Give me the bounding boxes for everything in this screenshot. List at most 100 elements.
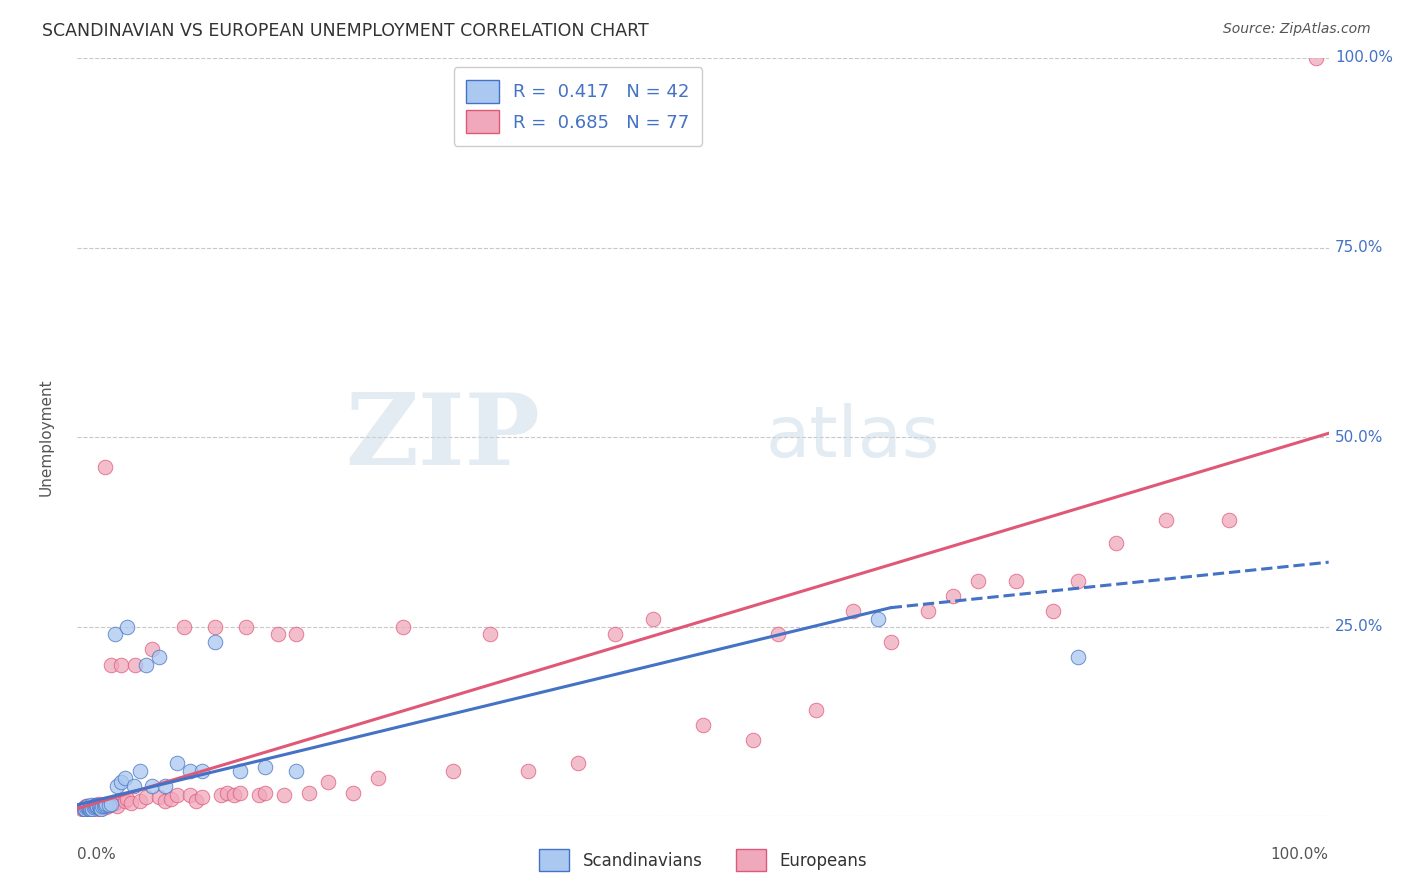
Point [1004, 574, 1026, 589]
Text: ZIP: ZIP [346, 389, 540, 485]
Point [76, 799, 98, 814]
Point [1042, 605, 1064, 619]
Point [742, 733, 765, 747]
Point [141, 779, 163, 793]
Point [87, 797, 110, 811]
Point [222, 788, 245, 802]
Point [86, 800, 108, 814]
Point [72, 802, 94, 816]
Text: 0.0%: 0.0% [77, 847, 117, 862]
Point [83, 798, 105, 813]
Point [122, 779, 145, 793]
Point [93, 799, 115, 814]
Point [253, 760, 276, 774]
Point [479, 627, 502, 641]
Text: 50.0%: 50.0% [1334, 430, 1384, 444]
Legend: Scandinavians, Europeans: Scandinavians, Europeans [531, 841, 875, 880]
Point [79, 800, 101, 814]
Point [247, 788, 270, 802]
Point [1105, 536, 1128, 550]
Point [83, 800, 105, 814]
Point [173, 619, 195, 633]
Point [93, 797, 115, 812]
Point [75, 799, 97, 814]
Point [72, 802, 94, 816]
Point [391, 619, 413, 633]
Point [967, 574, 990, 589]
Point [105, 779, 128, 793]
Point [441, 764, 464, 778]
Point [94, 460, 117, 475]
Point [191, 790, 214, 805]
Text: Source: ZipAtlas.com: Source: ZipAtlas.com [1223, 22, 1371, 37]
Point [692, 718, 714, 732]
Point [1305, 51, 1327, 65]
Point [1154, 513, 1177, 527]
Point [191, 764, 214, 778]
Point [285, 764, 308, 778]
Point [83, 797, 105, 812]
Point [135, 790, 157, 805]
Point [153, 794, 176, 808]
Point [82, 802, 104, 816]
Point [114, 771, 136, 786]
Point [235, 619, 257, 633]
Point [90, 802, 112, 816]
Text: SCANDINAVIAN VS EUROPEAN UNEMPLOYMENT CORRELATION CHART: SCANDINAVIAN VS EUROPEAN UNEMPLOYMENT CO… [42, 22, 650, 40]
Point [97, 797, 120, 812]
Point [110, 657, 132, 672]
Text: 75.0%: 75.0% [1334, 240, 1384, 255]
Point [82, 798, 104, 813]
Point [77, 802, 100, 816]
Point [641, 612, 664, 626]
Legend: R =  0.417   N = 42, R =  0.685   N = 77: R = 0.417 N = 42, R = 0.685 N = 77 [454, 67, 702, 146]
Point [73, 802, 96, 816]
Point [91, 798, 114, 813]
Point [72, 802, 94, 816]
Point [80, 797, 103, 812]
Point [316, 775, 339, 789]
Point [516, 764, 538, 778]
Point [209, 788, 232, 802]
Point [110, 775, 132, 789]
Point [153, 779, 176, 793]
Point [868, 612, 890, 626]
Point [124, 657, 146, 672]
Point [84, 797, 107, 812]
Point [160, 792, 183, 806]
Point [97, 797, 120, 812]
Point [94, 797, 117, 812]
Point [1218, 513, 1240, 527]
Point [148, 790, 170, 805]
Point [77, 800, 100, 814]
Point [842, 605, 865, 619]
Point [166, 756, 188, 771]
Point [766, 627, 789, 641]
Point [135, 657, 157, 672]
Point [117, 792, 139, 806]
Point [204, 635, 226, 649]
Point [79, 802, 101, 816]
Point [105, 798, 128, 813]
Point [266, 627, 288, 641]
Point [80, 800, 103, 814]
Point [253, 787, 276, 801]
Point [117, 619, 139, 633]
Point [179, 764, 201, 778]
Point [79, 802, 101, 816]
Point [120, 796, 142, 810]
Point [217, 787, 239, 801]
Point [84, 802, 107, 816]
Point [91, 800, 114, 814]
Point [1067, 574, 1090, 589]
Point [129, 764, 152, 778]
Point [75, 800, 97, 814]
Point [148, 649, 170, 664]
Point [179, 788, 201, 802]
Point [104, 796, 127, 810]
Point [229, 764, 252, 778]
Point [104, 627, 127, 641]
Point [129, 794, 152, 808]
Point [204, 619, 226, 633]
Point [567, 756, 589, 771]
